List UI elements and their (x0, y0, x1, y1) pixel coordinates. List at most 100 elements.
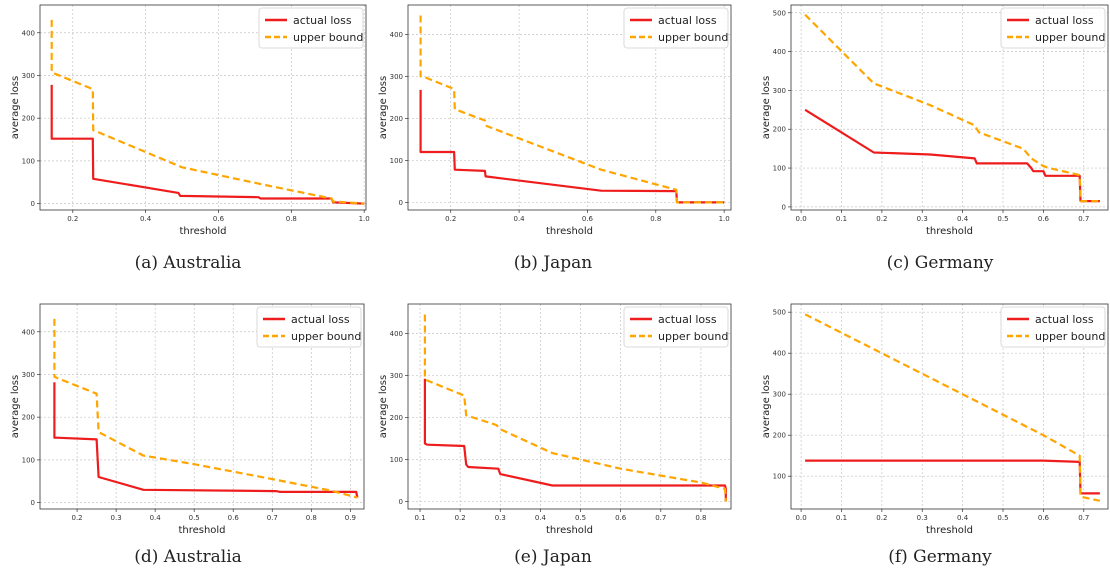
x-tick-label: 0.4 (514, 215, 526, 223)
y-axis-label: average loss (10, 76, 21, 139)
y-tick-label: 400 (773, 350, 786, 358)
legend-bound-label: upper bound (658, 31, 728, 44)
x-tick-label: 0.1 (414, 514, 425, 522)
y-tick-label: 400 (390, 31, 403, 39)
upper-bound-line (419, 15, 725, 204)
legend-bound-label: upper bound (1035, 31, 1105, 44)
legend-bound-label: upper bound (293, 31, 363, 44)
legend-actual-label: actual loss (293, 14, 352, 27)
y-tick-label: 100 (773, 165, 786, 173)
actual-loss-line (805, 459, 1100, 495)
x-tick-label: 0.2 (455, 514, 466, 522)
y-tick-label: 100 (773, 473, 786, 481)
y-axis-label: average loss (378, 76, 389, 139)
actual-loss-line (53, 382, 359, 498)
x-tick-label: 0.2 (72, 514, 83, 522)
y-tick-label: 200 (773, 126, 786, 134)
x-tick-label: 0.2 (876, 215, 887, 223)
axes-frame (790, 4, 1109, 211)
x-axis-label: threshold (546, 525, 593, 536)
y-tick-label: 0 (31, 499, 35, 507)
legend-actual-label: actual loss (658, 14, 717, 27)
y-tick-label: 300 (773, 391, 786, 399)
y-tick-label: 400 (22, 29, 35, 37)
y-tick-label: 200 (390, 414, 403, 422)
axes-frame (790, 303, 1109, 510)
panel-caption: (d) Australia (134, 547, 242, 567)
x-tick-label: 0.1 (836, 514, 847, 522)
y-tick-label: 100 (390, 456, 403, 464)
chart-panel-4: 0.1 0.2 0.3 0.4 0.5 0.6 0.7 0.8 0 100 200 300 400 thr… (378, 303, 732, 567)
y-tick-label: 0 (31, 200, 35, 208)
y-tick-label: 200 (390, 115, 403, 123)
legend: actual loss upper bound (1000, 7, 1106, 49)
legend: actual loss upper bound (1000, 306, 1106, 348)
axes-frame (407, 303, 732, 510)
y-tick-label: 0 (782, 203, 786, 211)
axes-frame (407, 4, 732, 211)
y-tick-label: 100 (390, 157, 403, 165)
chart-panel-1: 0.2 0.4 0.6 0.8 1.0 0 100 200 300 400 threshold ave… (378, 4, 732, 273)
x-tick-label: 0.3 (917, 514, 928, 522)
x-tick-label: 1.0 (719, 215, 730, 223)
chart-panel-5: 0.0 0.1 0.2 0.3 0.4 0.5 0.6 0.7 100 200 300 400 500 t… (761, 303, 1109, 567)
x-tick-label: 0.8 (286, 215, 297, 223)
x-tick-label: 0.8 (306, 514, 317, 522)
y-tick-label: 100 (22, 456, 35, 464)
legend-actual-label: actual loss (291, 313, 350, 326)
x-tick-label: 0.7 (1078, 514, 1089, 522)
x-axis-label: threshold (546, 226, 593, 237)
y-axis-label: average loss (761, 76, 772, 139)
legend-actual-label: actual loss (1035, 313, 1094, 326)
x-axis-label: threshold (178, 525, 225, 536)
x-tick-label: 0.2 (445, 215, 456, 223)
y-tick-label: 500 (773, 9, 786, 17)
x-tick-label: 0.5 (189, 514, 200, 522)
actual-loss-line (423, 378, 727, 502)
panel-caption: (c) Germany (887, 253, 994, 273)
x-tick-label: 0.5 (997, 514, 1008, 522)
legend-bound-label: upper bound (291, 330, 361, 343)
actual-loss-line (804, 108, 1100, 203)
x-tick-label: 0.6 (582, 215, 594, 223)
y-tick-label: 400 (773, 48, 786, 56)
panel-caption: (e) Japan (514, 547, 592, 567)
upper-bound-line (804, 313, 1101, 502)
y-axis-label: average loss (761, 375, 772, 438)
x-tick-label: 1.0 (359, 215, 370, 223)
chart-panel-2: 0.0 0.1 0.2 0.3 0.4 0.5 0.6 0.7 0 100 200 300 400 500… (761, 4, 1109, 273)
y-tick-label: 400 (390, 330, 403, 338)
x-tick-label: 0.9 (345, 514, 356, 522)
x-tick-label: 0.6 (1038, 215, 1050, 223)
axes-frame (39, 4, 367, 211)
x-tick-label: 0.1 (836, 215, 847, 223)
y-tick-label: 200 (22, 115, 35, 123)
x-tick-label: 0.4 (140, 215, 152, 223)
legend-bound-label: upper bound (658, 330, 728, 343)
x-tick-label: 0.6 (213, 215, 225, 223)
y-tick-label: 300 (22, 72, 35, 80)
legend: actual loss upper bound (623, 7, 729, 49)
x-tick-label: 0.2 (876, 514, 887, 522)
x-tick-label: 0.7 (1078, 215, 1089, 223)
y-tick-label: 300 (773, 87, 786, 95)
x-tick-label: 0.6 (615, 514, 627, 522)
chart-panel-0: 0.2 0.4 0.6 0.8 1.0 0 100 200 300 400 threshold ave… (10, 4, 370, 273)
x-axis-label: threshold (926, 226, 973, 237)
x-tick-label: 0.3 (495, 514, 506, 522)
legend: actual loss upper bound (623, 306, 729, 348)
upper-bound-line (53, 318, 358, 499)
panel-caption: (b) Japan (514, 253, 593, 273)
upper-bound-line (50, 19, 365, 205)
y-tick-label: 400 (22, 328, 35, 336)
x-tick-label: 0.4 (957, 215, 969, 223)
actual-loss-line (419, 89, 725, 204)
x-tick-label: 0.8 (650, 215, 661, 223)
x-tick-label: 0.6 (1038, 514, 1050, 522)
x-tick-label: 0.7 (655, 514, 666, 522)
x-tick-label: 0.0 (796, 514, 807, 522)
actual-loss-line (50, 84, 365, 205)
y-tick-label: 300 (390, 73, 403, 81)
x-tick-label: 0.5 (575, 514, 586, 522)
